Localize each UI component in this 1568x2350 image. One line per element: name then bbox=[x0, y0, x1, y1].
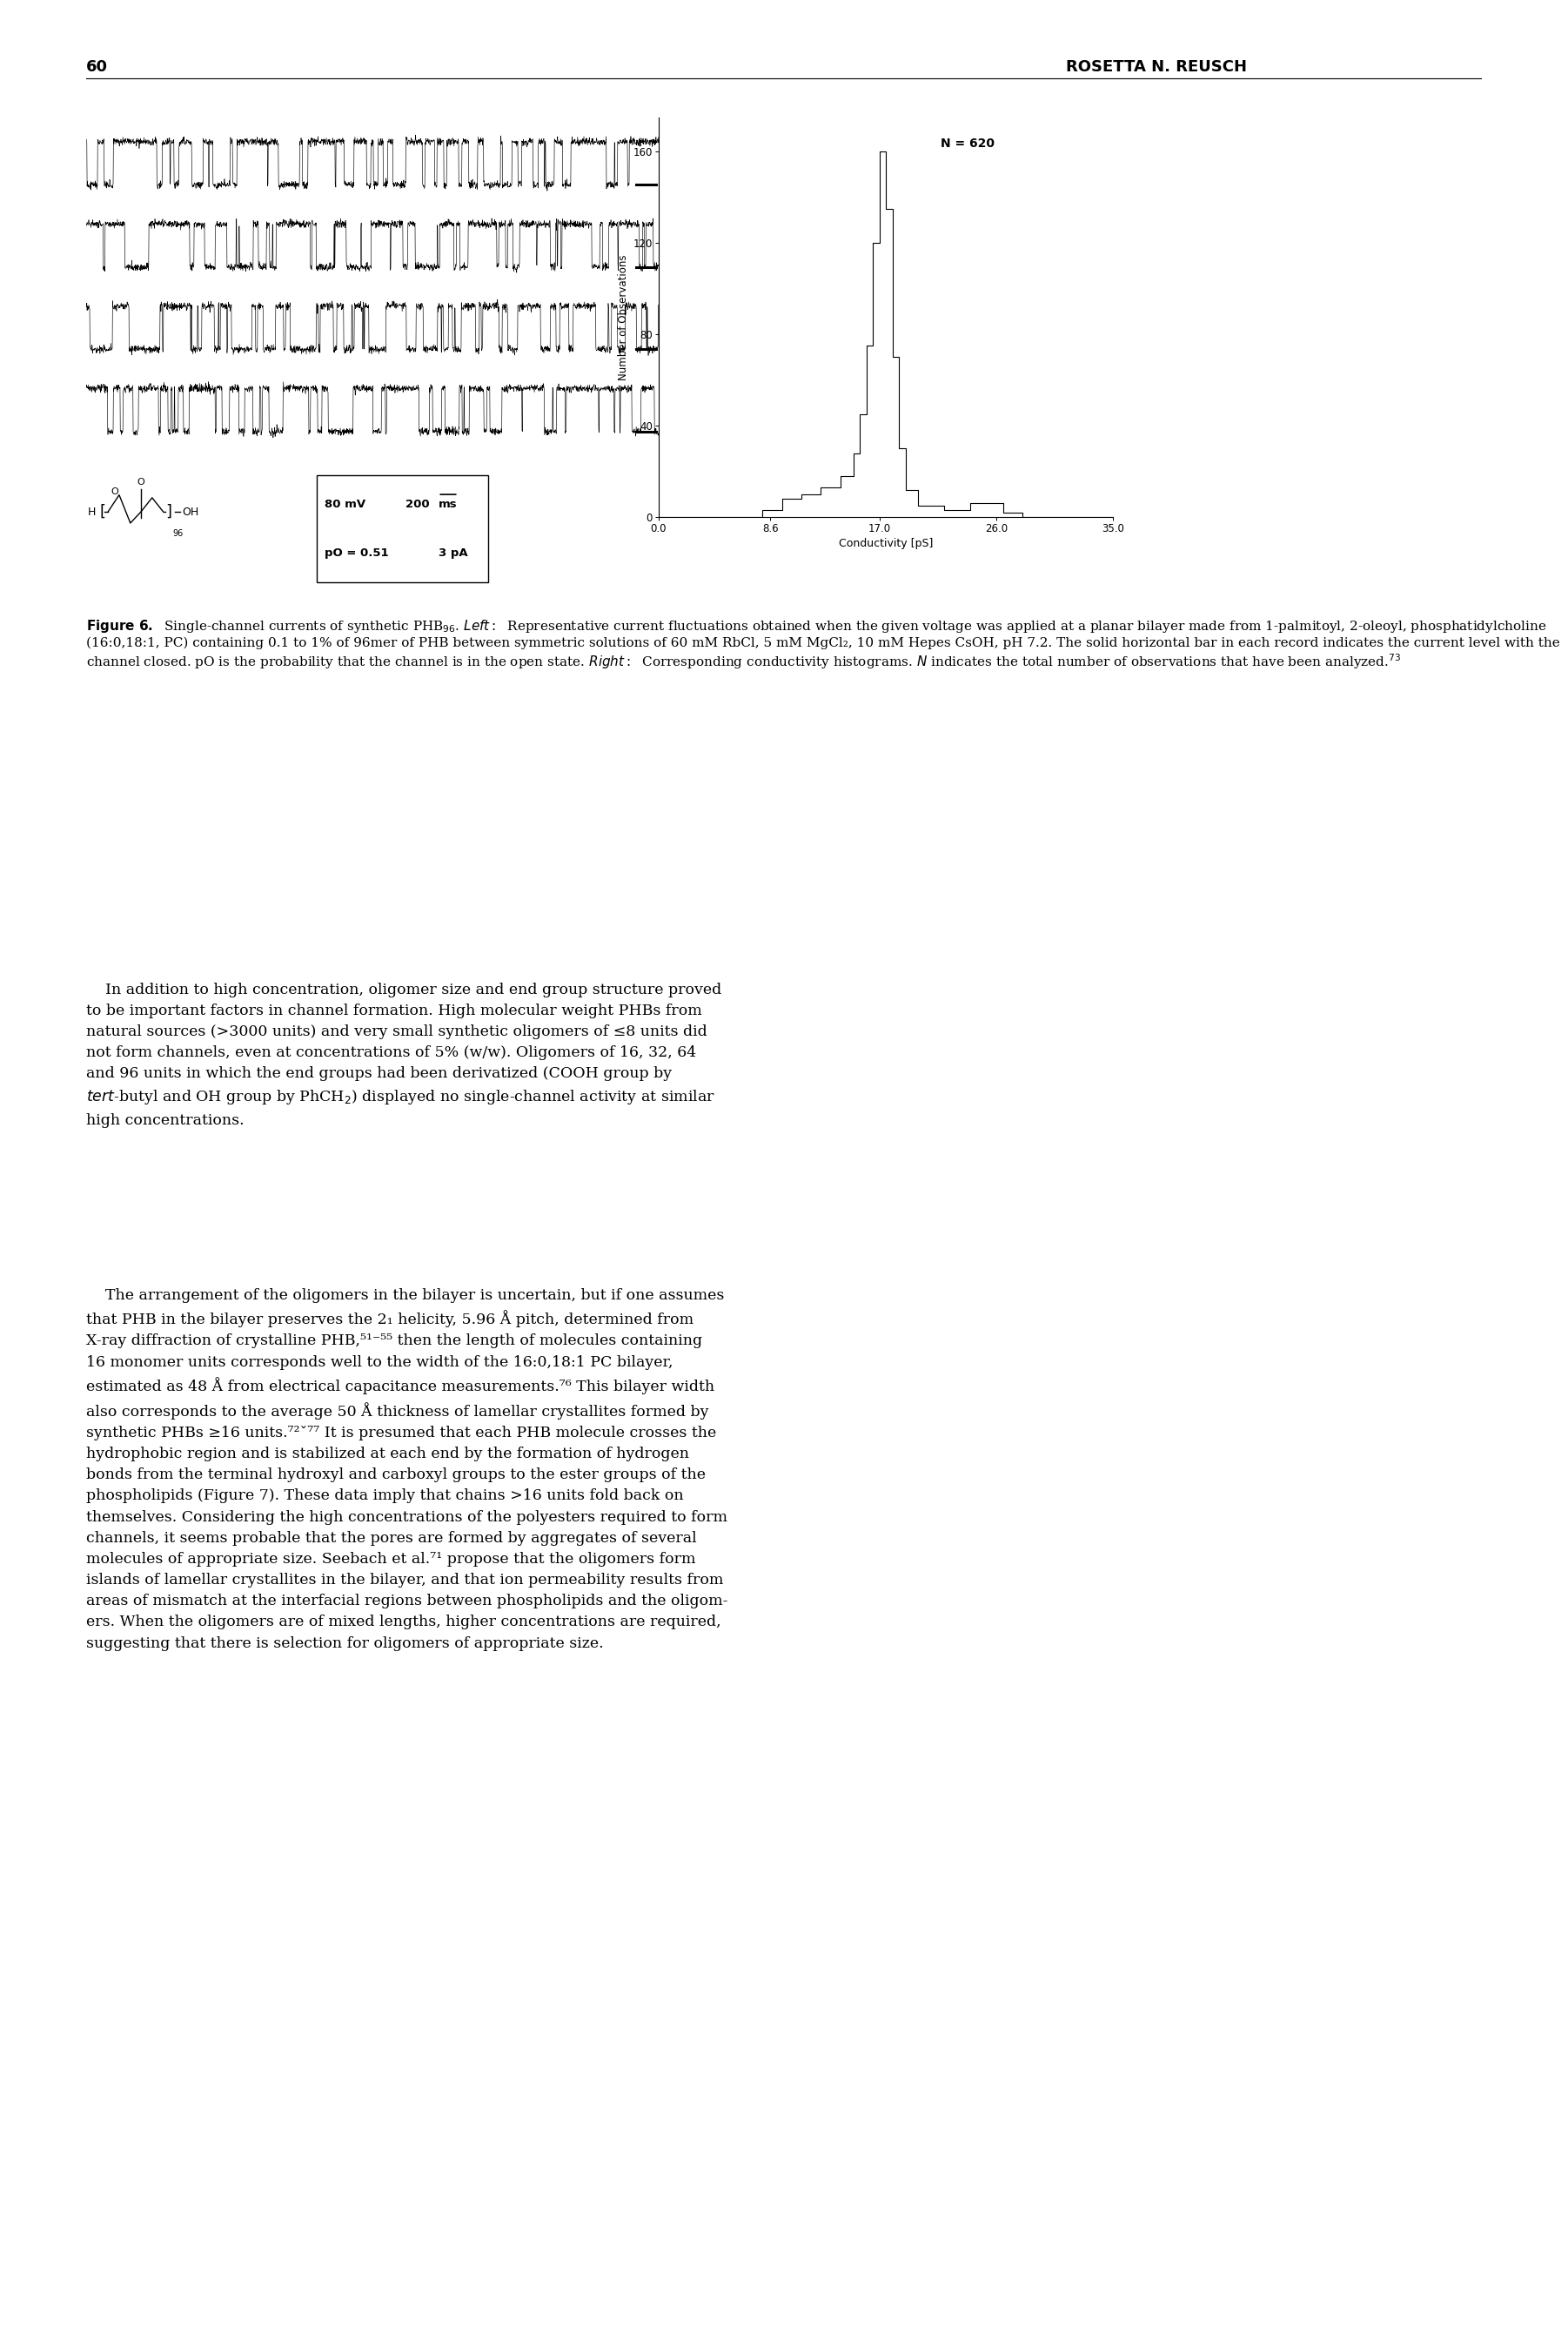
Y-axis label: Number of Observations: Number of Observations bbox=[618, 254, 629, 381]
Text: O: O bbox=[111, 489, 118, 496]
Text: ROSETTA N. REUSCH: ROSETTA N. REUSCH bbox=[1066, 59, 1247, 75]
Text: 96: 96 bbox=[172, 529, 183, 538]
Text: [: [ bbox=[99, 503, 105, 519]
Text: The arrangement of the oligomers in the bilayer is uncertain, but if one assumes: The arrangement of the oligomers in the … bbox=[86, 1288, 728, 1650]
Text: ms: ms bbox=[439, 498, 458, 510]
Text: 3 pA: 3 pA bbox=[439, 548, 467, 559]
Text: 200: 200 bbox=[406, 498, 434, 510]
Text: 80 mV: 80 mV bbox=[325, 498, 365, 510]
Text: In addition to high concentration, oligomer size and end group structure proved
: In addition to high concentration, oligo… bbox=[86, 982, 721, 1128]
Text: OH: OH bbox=[182, 505, 199, 517]
X-axis label: Conductivity [pS]: Conductivity [pS] bbox=[839, 538, 933, 550]
Text: $\bf{Figure\ 6.}$  Single-channel currents of synthetic PHB$_{96}$. $\it{Left:}$: $\bf{Figure\ 6.}$ Single-channel current… bbox=[86, 618, 1560, 670]
Text: H: H bbox=[88, 505, 96, 517]
Text: pO = 0.51: pO = 0.51 bbox=[325, 548, 389, 559]
Text: 60: 60 bbox=[86, 59, 108, 75]
Text: N = 620: N = 620 bbox=[941, 136, 994, 150]
Text: ]: ] bbox=[165, 503, 171, 519]
Bar bbox=[317, 475, 488, 583]
Text: O: O bbox=[136, 477, 144, 486]
